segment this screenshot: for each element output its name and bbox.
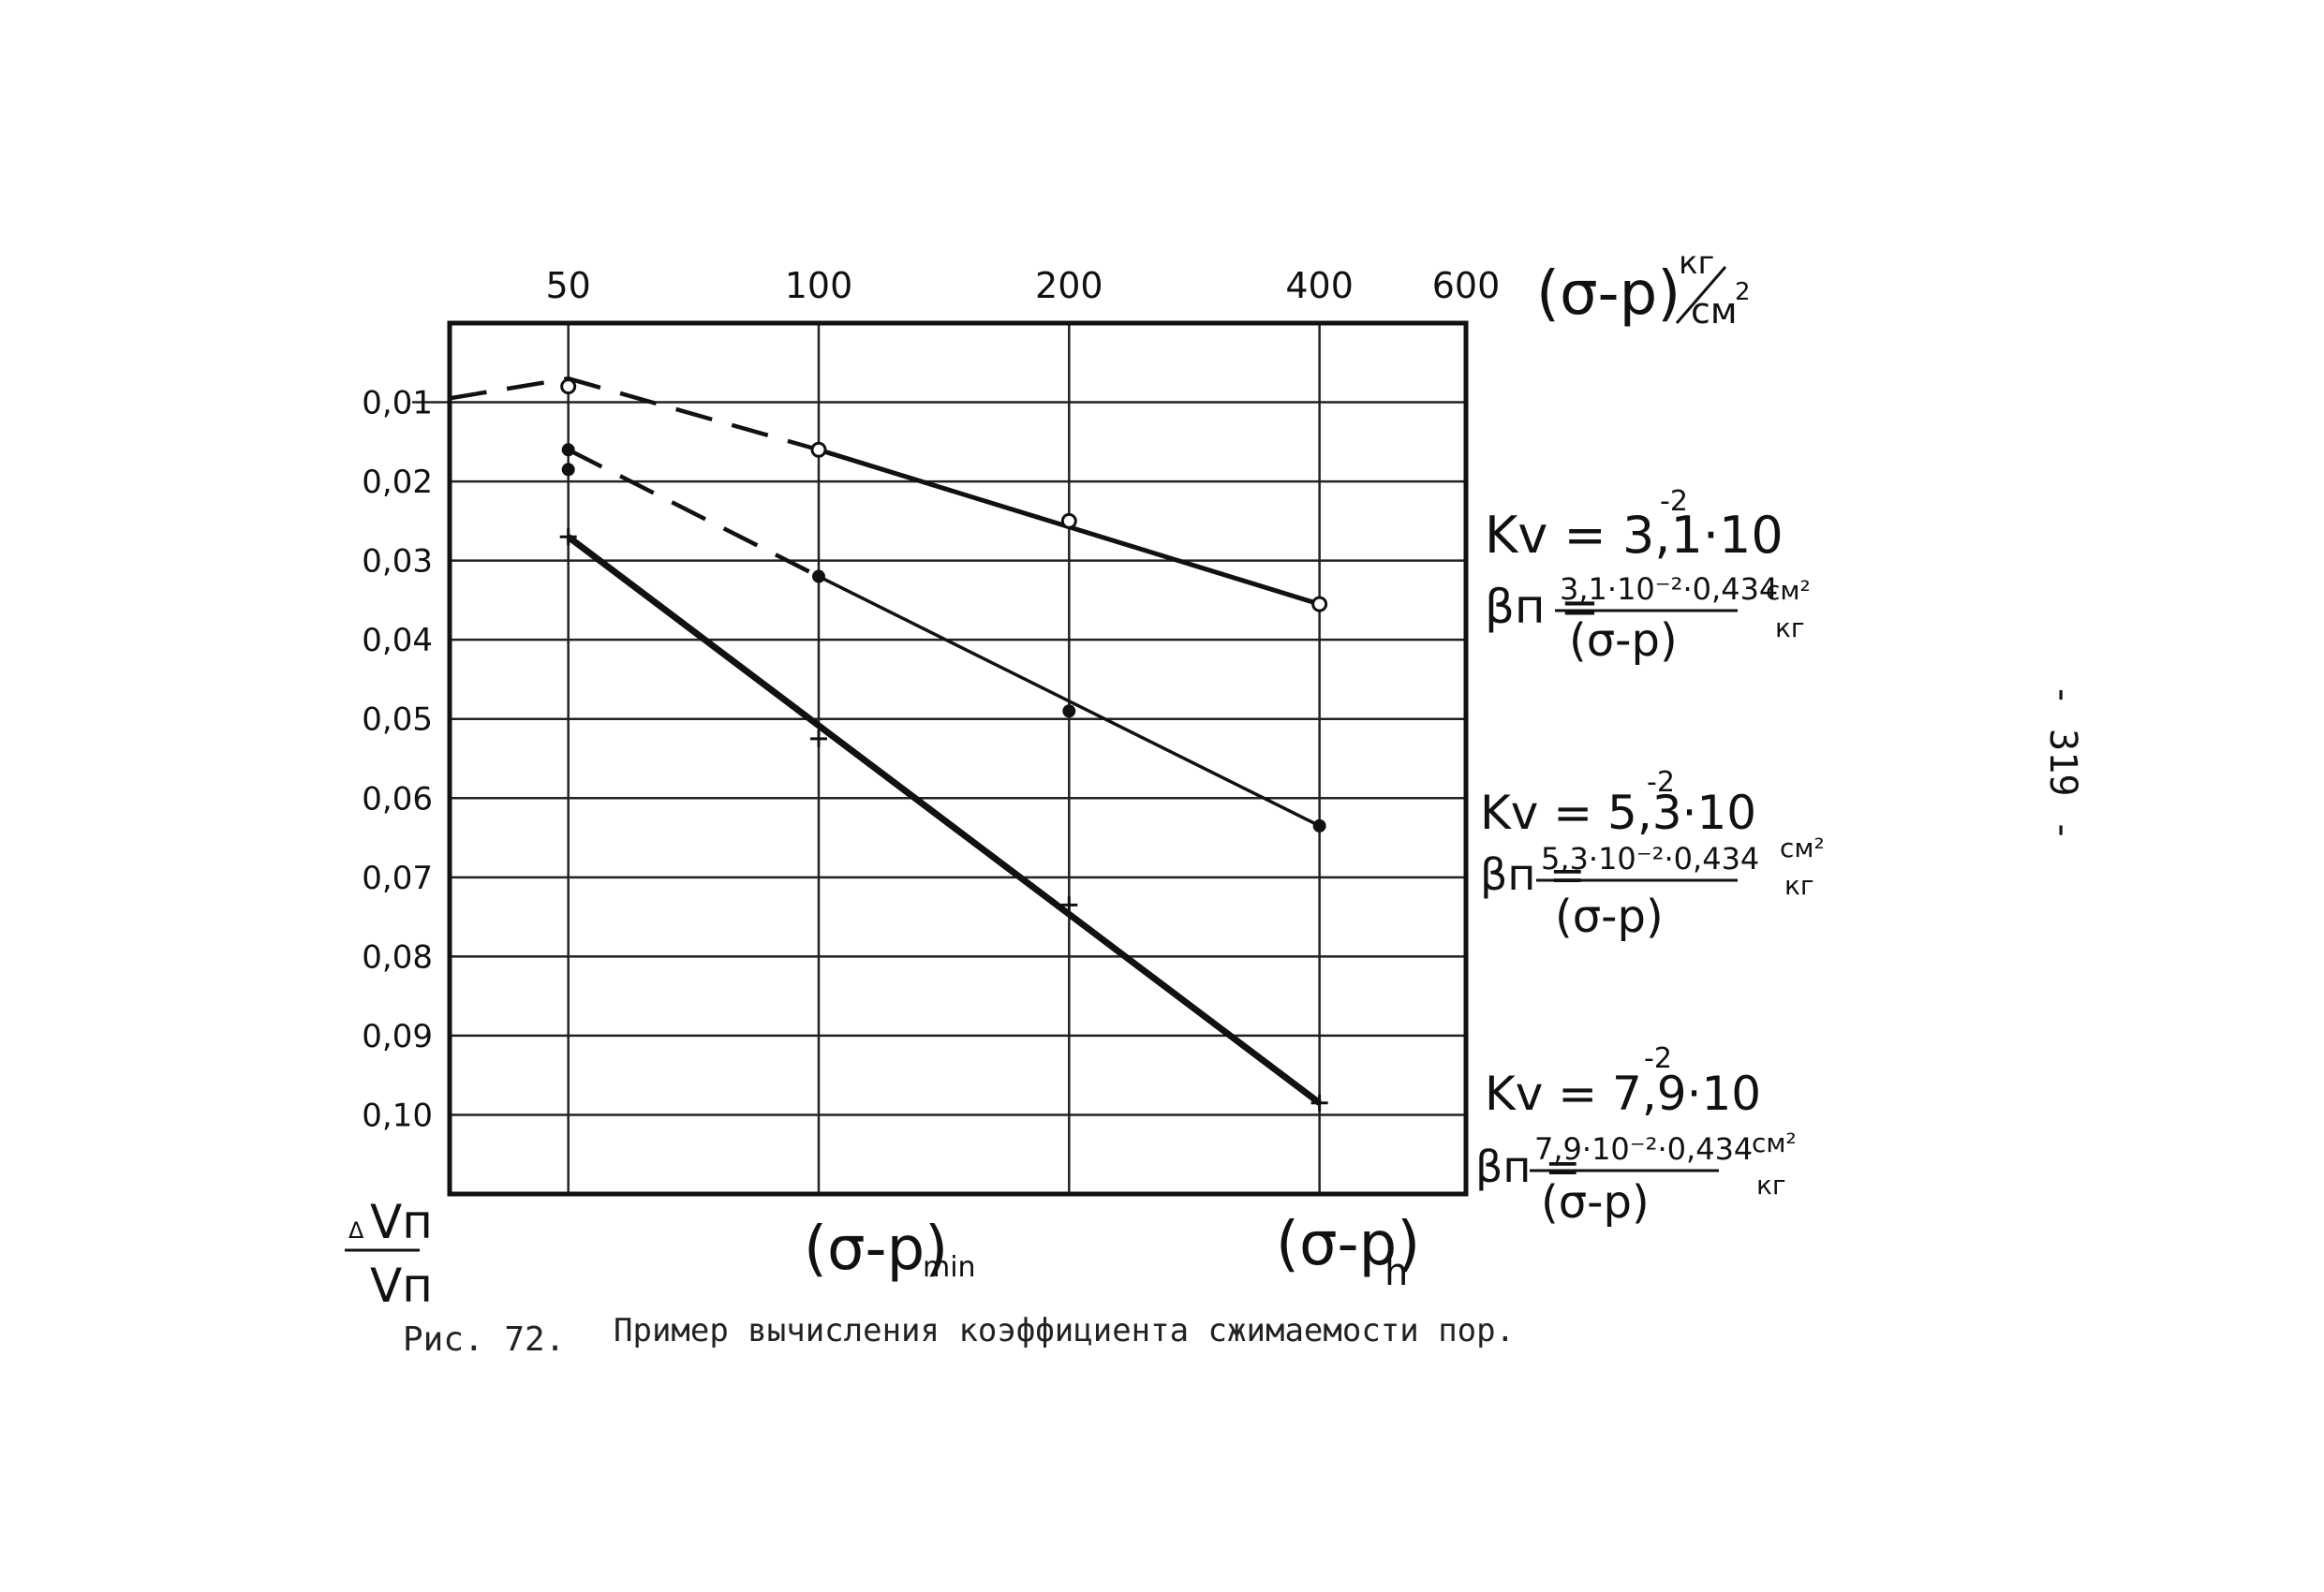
top-axis-unit-num: кг (1679, 244, 1714, 282)
bottom-min-sub: min (923, 1251, 976, 1284)
y-axis-label: Δ Vп Vп (345, 1195, 433, 1313)
kv-3: Kv = 7,9·10 (1485, 1067, 1761, 1121)
beta-3-unit-den: кг (1756, 1170, 1786, 1201)
beta-1: βп = (1485, 580, 1599, 634)
series-3-line (566, 534, 1322, 1106)
beta-1-unit-den: кг (1775, 612, 1805, 643)
caption-text: Пример вычисления коэффициента сжимаемос… (614, 1312, 1515, 1349)
series-layer (449, 376, 1328, 1112)
annotation-3: Kv = 7,9·10 -2 βп = 7,9·10⁻²·0,434 (σ-p)… (1475, 1042, 1797, 1229)
x-tick-label-400: 400 (1285, 265, 1354, 306)
beta-1-den: (σ-p) (1569, 614, 1678, 667)
top-axis-label: (σ-p) кг см 2 (1536, 244, 1751, 332)
top-axis-unit-exp: 2 (1735, 278, 1751, 306)
series-2-line (818, 574, 1321, 828)
kv-3-exp: -2 (1644, 1042, 1672, 1075)
beta-2: βп = (1480, 849, 1586, 900)
top-axis-unit-den: см (1691, 290, 1738, 332)
x-tick-label-200: 200 (1035, 265, 1103, 306)
unit-slash (1675, 266, 1727, 324)
kv-2: Kv = 5,3·10 (1480, 786, 1756, 840)
y-tick-label-9: 0,10 (362, 1097, 433, 1134)
series-2-dashed-line (567, 448, 821, 579)
beta-3-num: 7,9·10⁻²·0,434 (1534, 1131, 1753, 1167)
caption-label: Рис. 72. (403, 1320, 565, 1359)
series-2-point-4 (1062, 704, 1076, 718)
beta-2-unit-den: кг (1784, 870, 1814, 901)
series-1-point-2 (810, 441, 827, 458)
beta-2-den: (σ-p) (1555, 891, 1664, 943)
bottom-h-expression: (σ-p) (1276, 1210, 1420, 1279)
series-1-point-1 (560, 378, 577, 395)
x-tick-label-50: 50 (546, 265, 591, 306)
y-tick-label-4: 0,05 (362, 701, 433, 739)
plot-frame (447, 320, 1469, 1197)
figure-caption: Рис. 72. Пример вычисления коэффициента … (403, 1312, 1515, 1359)
series-1-dashed-line (449, 376, 820, 452)
beta-3-den: (σ-p) (1541, 1176, 1650, 1229)
grid (412, 323, 1466, 1194)
series-2-point-5 (1312, 818, 1326, 833)
kv-2-exp: -2 (1647, 766, 1675, 799)
series-1-point-3 (1060, 512, 1077, 529)
beta-2-unit-num: см² (1780, 833, 1825, 863)
annotation-2: Kv = 5,3·10 -2 βп = 5,3·10⁻²·0,434 (σ-p)… (1480, 766, 1825, 943)
bottom-min-label: (σ-p) min (804, 1215, 976, 1284)
y-label-denominator: Vп (370, 1259, 433, 1313)
series-1-point-4 (1311, 596, 1328, 612)
y-tick-label-2: 0,03 (362, 543, 433, 581)
kv-1-exp: -2 (1660, 485, 1688, 518)
bottom-h-label: (σ-p) h (1276, 1210, 1420, 1294)
x-tick-label-600: 600 (1432, 265, 1501, 306)
kv-1: Kv = 3,1·10 (1485, 506, 1784, 565)
beta-3: βп = (1475, 1142, 1581, 1192)
x-tick-label-100: 100 (785, 265, 853, 306)
series-2-point-2 (561, 463, 575, 477)
series-3-point-4 (1310, 1094, 1328, 1112)
page-number: - 319 - (2041, 684, 2084, 842)
series-3-point-3 (1060, 896, 1078, 914)
beta-2-num: 5,3·10⁻²·0,434 (1541, 841, 1759, 877)
y-tick-label-5: 0,06 (362, 780, 433, 818)
y-tick-label-0: 0,01 (362, 385, 433, 422)
y-label-numerator: Vп (370, 1195, 433, 1249)
annotation-1: Kv = 3,1·10 -2 βп = 3,1·10⁻²·0,434 (σ-p)… (1485, 485, 1811, 667)
y-tick-label-8: 0,09 (362, 1018, 433, 1055)
beta-3-unit-num: см² (1752, 1128, 1797, 1158)
y-tick-label-7: 0,08 (362, 938, 433, 976)
beta-1-unit-num: см² (1766, 575, 1811, 606)
bottom-min-expression: (σ-p) (804, 1215, 948, 1284)
y-tick-label-3: 0,04 (362, 622, 433, 659)
top-axis-expression: (σ-p) (1536, 259, 1680, 329)
beta-1-num: 3,1·10⁻²·0,434 (1560, 571, 1778, 607)
series-3-point-2 (810, 730, 828, 747)
y-tick-label-1: 0,02 (362, 464, 433, 501)
series-2-point-1 (561, 443, 575, 457)
tick-labels: 50 100 200 400 600 0,01 0,02 0,03 0,04 0,05 0,06 0,… (362, 265, 1500, 1134)
bottom-h-sub: h (1384, 1251, 1408, 1294)
y-tick-label-6: 0,07 (362, 860, 433, 897)
y-label-delta: Δ (348, 1217, 364, 1244)
series-2-point-3 (812, 569, 826, 583)
series-3-point-1 (559, 528, 577, 546)
